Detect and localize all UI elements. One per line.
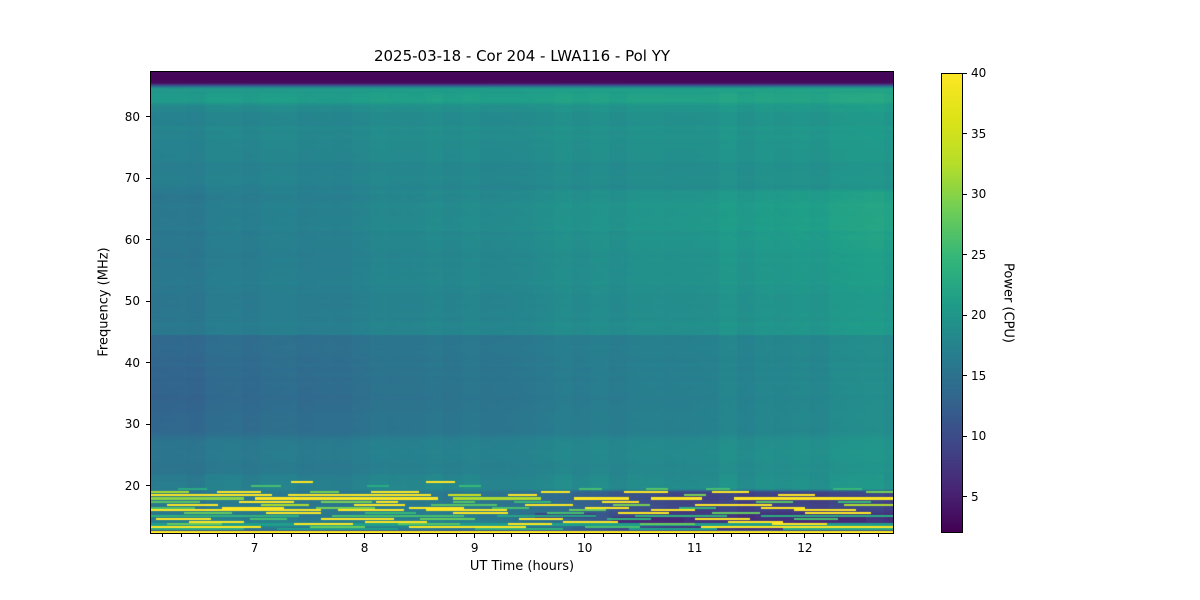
x-minor-tick: [859, 534, 861, 537]
x-tick-label: 10: [577, 541, 593, 555]
colorbar-tick: [963, 435, 967, 437]
x-minor-tick: [180, 534, 182, 537]
x-minor-tick: [620, 534, 622, 537]
colorbar-tick-label: 30: [971, 187, 987, 202]
x-tick-label: 8: [360, 541, 369, 555]
x-minor-tick: [547, 534, 549, 537]
x-tick-label: 12: [797, 541, 813, 555]
x-axis-label: UT Time (hours): [469, 559, 575, 574]
x-minor-tick: [602, 534, 604, 537]
x-minor-tick: [437, 534, 439, 537]
y-major-tick: [146, 362, 150, 364]
x-tick-label: 7: [250, 541, 259, 555]
colorbar-tick-label: 40: [971, 66, 987, 80]
colorbar-tick: [963, 133, 967, 135]
x-minor-tick: [639, 534, 641, 537]
y-major-tick: [146, 423, 150, 425]
x-minor-tick: [382, 534, 384, 537]
x-minor-tick: [492, 534, 494, 537]
y-tick-label: 70: [124, 171, 140, 186]
x-minor-tick: [694, 534, 696, 537]
x-minor-tick: [327, 534, 329, 537]
colorbar-tick-label: 5: [971, 489, 979, 504]
colorbar: [941, 73, 963, 533]
x-minor-tick: [841, 534, 843, 537]
y-major-tick: [146, 239, 150, 241]
x-minor-tick: [345, 534, 347, 537]
colorbar-tick-label: 10: [971, 429, 987, 444]
x-minor-tick: [199, 534, 201, 537]
x-minor-tick: [565, 534, 567, 537]
y-tick-label: 50: [124, 294, 140, 309]
x-minor-tick: [309, 534, 311, 537]
x-minor-tick: [749, 534, 751, 537]
x-minor-tick: [767, 534, 769, 537]
plot-title: 2025-03-18 - Cor 204 - LWA116 - Pol YY: [373, 47, 671, 65]
colorbar-tick: [963, 314, 967, 316]
colorbar-tick: [963, 254, 967, 256]
x-minor-tick: [364, 534, 366, 537]
x-minor-tick: [877, 534, 879, 537]
x-minor-tick: [675, 534, 677, 537]
colorbar-tick: [963, 496, 967, 498]
x-minor-tick: [786, 534, 787, 537]
colorbar-tick-label: 15: [971, 368, 987, 383]
x-minor-tick: [730, 534, 732, 537]
y-tick-label: 20: [124, 478, 140, 493]
x-minor-tick: [822, 534, 824, 537]
y-tick-label: 80: [124, 109, 140, 124]
x-minor-tick: [584, 534, 586, 537]
y-major-tick: [146, 116, 150, 118]
colorbar-tick: [963, 72, 967, 74]
y-major-tick: [146, 177, 150, 179]
colorbar-tick-label: 35: [971, 126, 987, 141]
x-minor-tick: [400, 534, 402, 537]
x-tick-label: 9: [470, 541, 479, 555]
colorbar-tick-label: 20: [971, 308, 987, 323]
x-minor-tick: [657, 534, 659, 537]
y-tick-label: 30: [124, 417, 140, 432]
y-axis-label: Frequency (MHz): [96, 247, 112, 357]
x-minor-tick: [529, 534, 531, 537]
x-minor-tick: [235, 534, 237, 537]
colorbar-tick: [963, 193, 967, 195]
x-minor-tick: [254, 534, 256, 537]
y-major-tick: [146, 485, 150, 487]
x-minor-tick: [290, 534, 292, 537]
y-major-tick: [146, 300, 150, 302]
y-tick-label: 40: [124, 355, 140, 370]
x-minor-tick: [510, 534, 512, 537]
x-minor-tick: [162, 534, 164, 537]
x-tick-label: 11: [687, 541, 703, 555]
x-minor-tick: [455, 534, 457, 537]
x-minor-tick: [712, 534, 714, 537]
x-minor-tick: [804, 534, 806, 537]
x-minor-tick: [419, 534, 421, 537]
spectrogram-heatmap: [150, 71, 894, 534]
y-tick-label: 60: [124, 232, 140, 247]
x-minor-tick: [474, 534, 476, 537]
x-minor-tick: [217, 534, 219, 537]
colorbar-label: Power (CPU): [1000, 262, 1016, 344]
colorbar-tick-label: 25: [971, 247, 987, 262]
x-minor-tick: [272, 534, 274, 537]
colorbar-tick: [963, 375, 967, 377]
